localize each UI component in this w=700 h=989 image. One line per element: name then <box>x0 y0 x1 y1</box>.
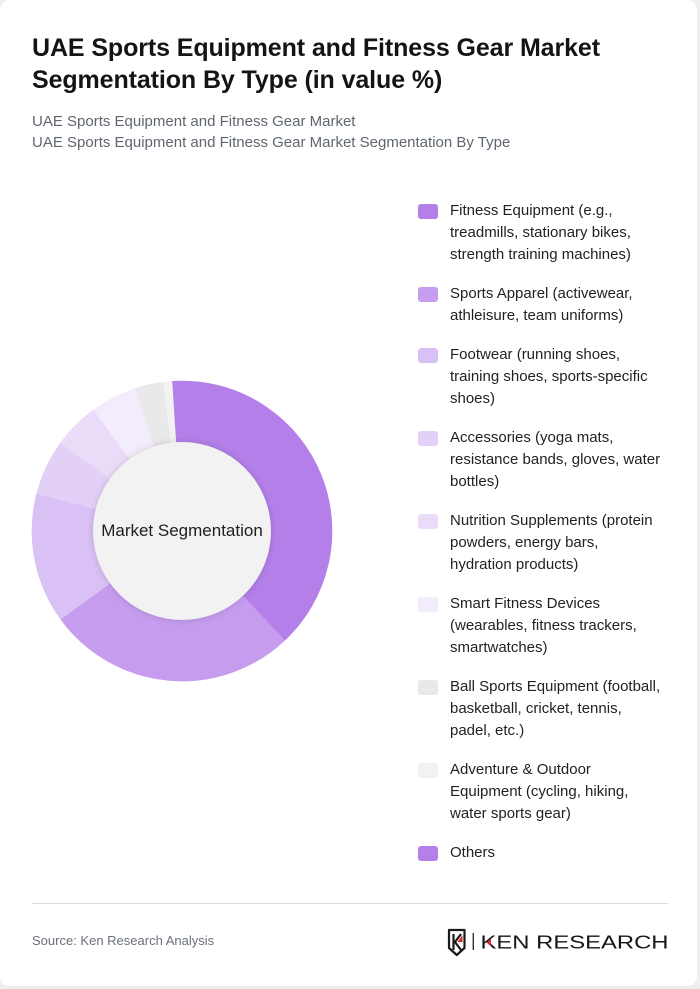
legend-item-others[interactable]: Others <box>418 842 670 864</box>
legend-swatch-icon <box>418 762 438 778</box>
legend-label: Fitness Equipment (e.g., treadmills, sta… <box>450 201 631 263</box>
legend-swatch-icon <box>418 679 438 695</box>
legend-swatch-icon <box>418 845 438 861</box>
chart-legend: Fitness Equipment (e.g., treadmills, sta… <box>418 200 670 864</box>
legend-swatch-icon <box>418 596 438 612</box>
source-note: Source: Ken Research Analysis <box>32 933 215 948</box>
legend-item-nutrition-supplements[interactable]: Nutrition Supplements (protein powders, … <box>418 510 670 576</box>
legend-swatch-icon <box>418 347 438 363</box>
legend-item-smart-fitness-devices[interactable]: Smart Fitness Devices (wearables, fitnes… <box>418 593 670 659</box>
legend-label: Ball Sports Equipment (football, basketb… <box>450 677 661 739</box>
logo-k-accent-triangle <box>486 938 491 947</box>
legend-item-ball-sports-equipment[interactable]: Ball Sports Equipment (football, basketb… <box>418 676 670 742</box>
legend-swatch-icon <box>418 203 438 219</box>
legend-label: Footwear (running shoes, training shoes,… <box>450 345 648 407</box>
legend-swatch-icon <box>418 513 438 529</box>
legend-label: Sports Apparel (activewear, athleisure, … <box>450 284 633 324</box>
legend-label: Smart Fitness Devices (wearables, fitnes… <box>450 594 637 656</box>
legend-swatch-icon <box>418 430 438 446</box>
legend-label: Adventure & Outdoor Equipment (cycling, … <box>450 760 629 822</box>
logo-accent-triangle <box>457 935 463 942</box>
donut-chart <box>31 380 333 682</box>
legend-label: Accessories (yoga mats, resistance bands… <box>450 428 661 490</box>
legend-item-sports-apparel[interactable]: Sports Apparel (activewear, athleisure, … <box>418 283 670 327</box>
page-title: UAE Sports Equipment and Fitness Gear Ma… <box>32 34 600 94</box>
legend-label: Nutrition Supplements (protein powders, … <box>450 511 653 573</box>
donut-center <box>93 442 271 620</box>
legend-item-adventure-outdoor[interactable]: Adventure & Outdoor Equipment (cycling, … <box>418 759 670 825</box>
legend-swatch-icon <box>418 286 438 302</box>
legend-label: Others <box>450 843 496 861</box>
ken-research-logo: KEN RESEARCH <box>447 928 669 957</box>
legend-item-fitness-equipment[interactable]: Fitness Equipment (e.g., treadmills, sta… <box>418 200 670 266</box>
legend-item-footwear[interactable]: Footwear (running shoes, training shoes,… <box>418 344 670 410</box>
footer-divider <box>32 903 668 904</box>
legend-item-accessories[interactable]: Accessories (yoga mats, resistance bands… <box>418 427 670 493</box>
shield-k-icon <box>447 928 466 957</box>
subtitle-line-segmentation: UAE Sports Equipment and Fitness Gear Ma… <box>32 134 511 151</box>
donut-slices <box>31 380 333 682</box>
subtitle-line-market: UAE Sports Equipment and Fitness Gear Ma… <box>32 113 356 130</box>
subtitle: UAE Sports Equipment and Fitness Gear Ma… <box>32 111 668 153</box>
logo-wordmark: KEN RESEARCH <box>481 931 669 952</box>
